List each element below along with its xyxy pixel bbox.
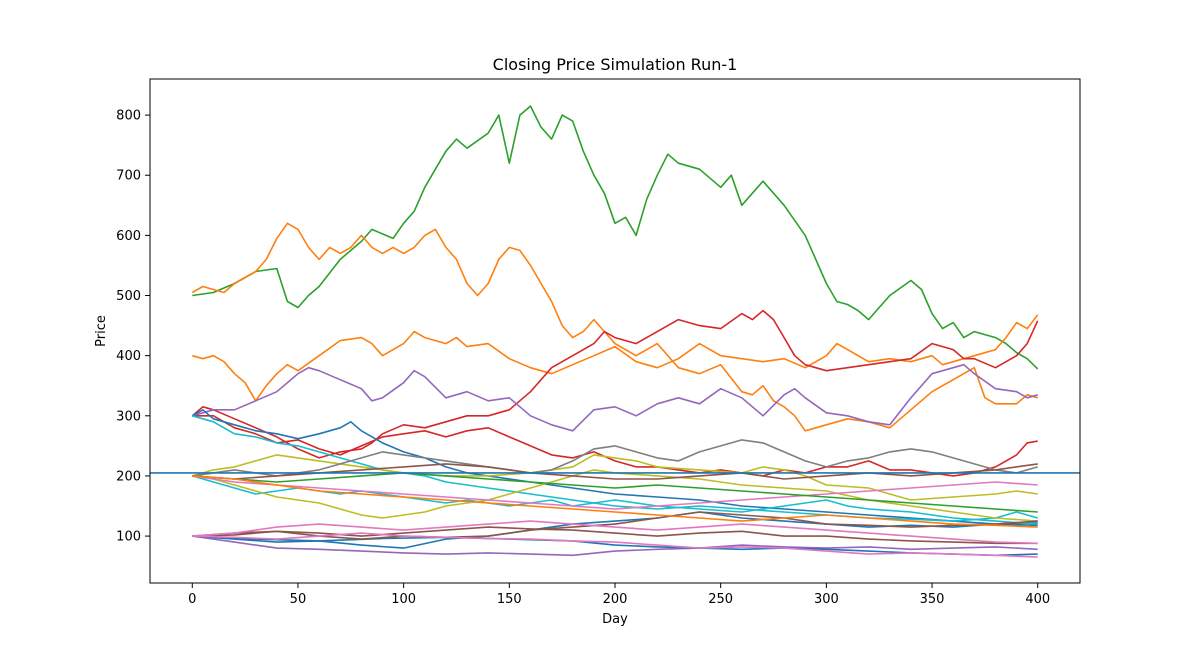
- y-tick-label: 800: [116, 109, 141, 124]
- series-line-13: [192, 454, 1038, 501]
- series-group: [191, 105, 1039, 558]
- x-tick-label: 50: [290, 592, 307, 607]
- series-line-5: [192, 415, 1038, 477]
- y-tick-label: 500: [116, 289, 141, 304]
- y-axis: 100 200 300 400 500 600 700 800: [116, 109, 150, 545]
- series-line-22: [192, 472, 1038, 513]
- x-tick-label: 250: [708, 592, 733, 607]
- series-line-8: [191, 409, 1038, 527]
- x-tick-label: 400: [1025, 592, 1050, 607]
- x-axis: 0 50 100 150 200 250 300 350 400: [188, 583, 1050, 607]
- series-line-18: [192, 463, 1038, 480]
- x-tick-label: 0: [188, 592, 196, 607]
- series-line-7: [192, 535, 1038, 557]
- series-line-4: [191, 309, 1039, 459]
- series-line-6: [192, 363, 1038, 432]
- series-line-3: [192, 314, 1039, 402]
- x-tick-label: 100: [391, 592, 416, 607]
- series-line-21: [192, 475, 1038, 510]
- series-line-19: [192, 520, 1038, 545]
- y-tick-label: 100: [116, 530, 141, 545]
- y-axis-title: Price: [94, 315, 109, 347]
- y-tick-label: 700: [116, 169, 141, 184]
- chart-title: Closing Price Simulation Run-1: [493, 55, 738, 74]
- x-tick-label: 200: [603, 592, 628, 607]
- x-tick-label: 300: [814, 592, 839, 607]
- x-axis-title: Day: [602, 612, 628, 627]
- series-line-15: [192, 439, 1038, 477]
- series-line-23: [192, 475, 1038, 528]
- series-line-17: [192, 511, 1038, 540]
- series-line-1: [192, 105, 1039, 370]
- y-tick-label: 600: [116, 229, 141, 244]
- plot-area: [150, 105, 1080, 558]
- x-tick-label: 350: [920, 592, 945, 607]
- x-tick-label: 150: [497, 592, 522, 607]
- series-line-16: [192, 526, 1038, 545]
- series-line-2: [191, 222, 1038, 432]
- y-tick-label: 200: [116, 469, 141, 484]
- series-line-20: [192, 532, 1038, 558]
- y-tick-label: 400: [116, 349, 141, 364]
- series-line-14: [192, 469, 1038, 522]
- y-tick-label: 300: [116, 409, 141, 424]
